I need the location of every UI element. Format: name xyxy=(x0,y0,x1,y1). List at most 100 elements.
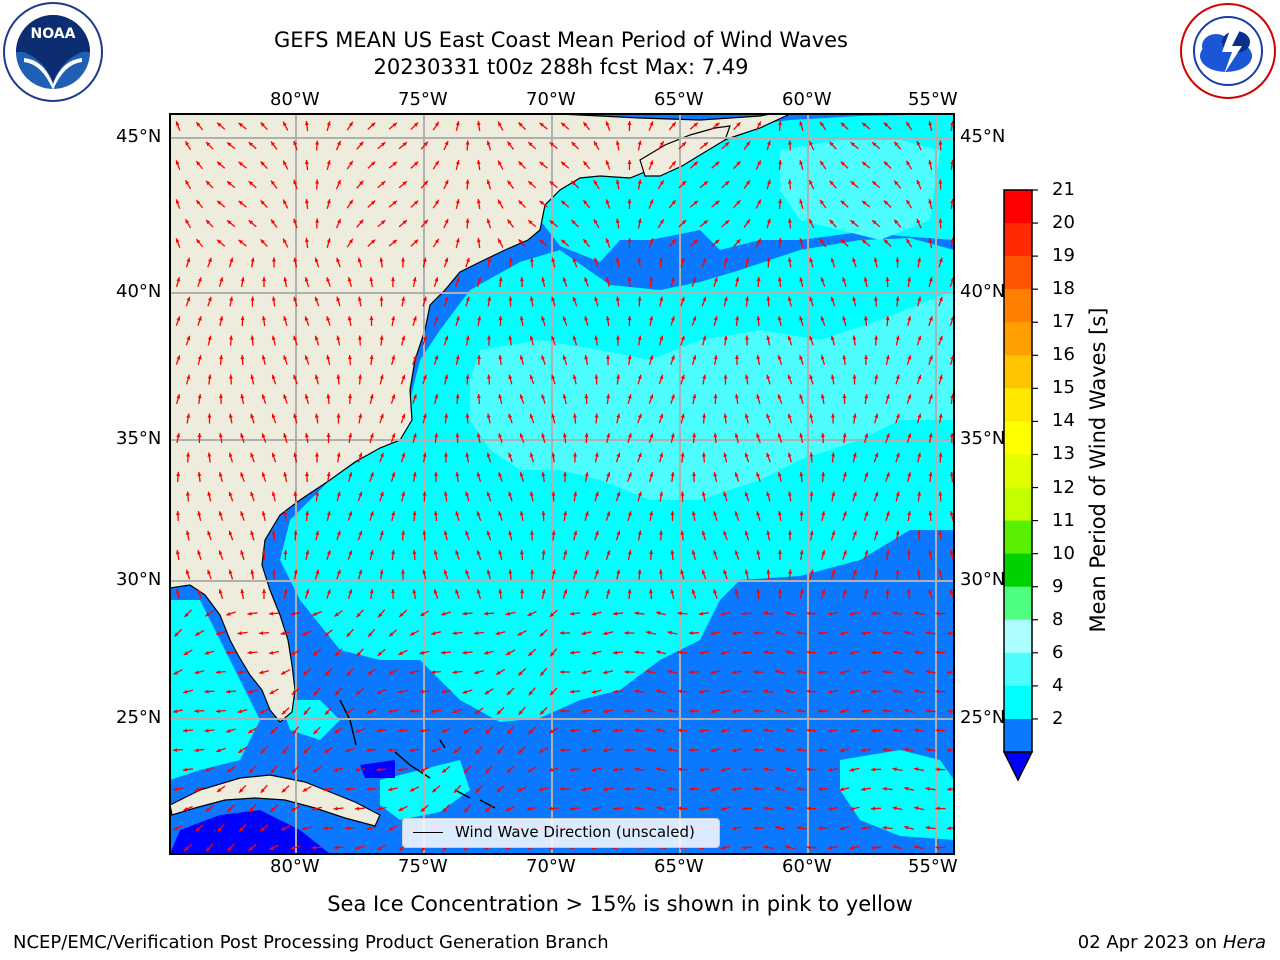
wave-arrow-head xyxy=(347,355,352,360)
wave-arrow-head xyxy=(431,670,436,675)
wave-arrow-head xyxy=(637,179,642,184)
wave-arrow-head xyxy=(787,218,792,223)
wave-arrow-head xyxy=(777,316,782,321)
wave-arrow-head xyxy=(713,433,718,438)
wave-arrow-head xyxy=(399,846,404,851)
wave-arrow-head xyxy=(818,826,823,831)
lon-label-top: 80°W xyxy=(270,89,320,110)
wave-arrow-head xyxy=(402,181,407,186)
wave-arrow-head xyxy=(885,316,890,321)
wave-arrow-head xyxy=(775,630,780,635)
wave-arrow-head xyxy=(594,180,598,185)
wave-arrow-head xyxy=(433,589,438,594)
wave-arrow-head xyxy=(585,550,589,555)
wave-arrow-head xyxy=(935,728,940,733)
wave-arrow-head xyxy=(861,748,866,753)
wave-arrow-head xyxy=(271,219,275,224)
wave-arrow-head xyxy=(935,611,940,616)
wave-arrow-head xyxy=(422,491,427,496)
wave-arrow-head xyxy=(388,826,394,831)
wave-arrow-head xyxy=(615,140,620,145)
wave-arrow-head xyxy=(818,787,823,792)
wave-arrow-head xyxy=(549,181,554,186)
wave-arrow-head xyxy=(820,199,825,205)
wave-arrow-head xyxy=(720,806,725,811)
wave-arrow-head xyxy=(486,530,491,536)
wave-arrow-head xyxy=(334,729,339,734)
wave-arrow-head xyxy=(476,160,481,165)
wave-arrow-head xyxy=(250,296,255,301)
wave-arrow-head xyxy=(818,709,823,714)
wave-arrow-head xyxy=(584,433,589,438)
wave-arrow-head xyxy=(196,200,201,205)
wave-arrow-head xyxy=(326,355,331,360)
wave-arrow-head xyxy=(184,846,189,851)
wave-arrow-head xyxy=(413,355,417,360)
wave-arrow-head xyxy=(197,316,202,321)
wave-arrow-head xyxy=(734,550,739,555)
wave-arrow-head xyxy=(269,690,275,694)
wave-arrow-head xyxy=(305,550,310,555)
wave-arrow-head xyxy=(186,296,191,302)
wave-arrow-head xyxy=(820,121,825,127)
wave-arrow-head xyxy=(606,589,611,594)
wave-arrow-head xyxy=(914,767,919,772)
wave-arrow-head xyxy=(401,257,405,262)
wave-arrow-head xyxy=(369,277,374,282)
wave-arrow-head xyxy=(465,179,470,184)
lat-label-right: 40°N xyxy=(960,281,1006,302)
wave-arrow-head xyxy=(787,335,792,341)
wave-arrow-head xyxy=(261,550,266,555)
wave-arrow-head xyxy=(312,806,317,811)
wave-arrow-head xyxy=(434,472,438,476)
wave-arrow-head xyxy=(820,394,825,399)
wave-arrow-head xyxy=(670,472,675,477)
wave-arrow-head xyxy=(366,748,371,753)
wave-arrow-head xyxy=(207,491,212,496)
wave-arrow-head xyxy=(434,160,439,166)
wave-arrow-head xyxy=(358,374,363,379)
wave-arrow-head xyxy=(885,511,890,516)
wave-arrow-head xyxy=(584,355,589,360)
wave-arrow-head xyxy=(938,374,943,380)
wave-arrow-head xyxy=(715,161,720,166)
wave-arrow-head xyxy=(680,491,685,496)
wave-arrow-head xyxy=(681,142,687,147)
wave-arrow-head xyxy=(756,550,761,555)
wave-arrow-head xyxy=(313,691,318,696)
wave-arrow-head xyxy=(864,550,869,555)
wave-arrow-head xyxy=(476,433,481,438)
wave-arrow-shaft xyxy=(957,808,967,810)
wave-arrow-head xyxy=(401,530,406,535)
wave-arrow-head xyxy=(616,335,620,340)
wave-arrow-head xyxy=(777,433,782,438)
wave-arrow-head xyxy=(260,161,265,166)
wave-arrow-head xyxy=(670,394,675,399)
wave-arrow-head xyxy=(369,394,374,399)
wave-arrow-head xyxy=(594,413,599,418)
wave-arrow-head xyxy=(659,491,664,496)
wave-arrow-head xyxy=(624,748,629,752)
wave-arrow-head xyxy=(197,589,201,594)
wave-arrow-head xyxy=(519,355,524,360)
wave-arrow-head xyxy=(507,141,512,146)
wave-arrow-head xyxy=(346,710,351,714)
wave-arrow-head xyxy=(659,335,664,341)
colorbar-segment xyxy=(1004,421,1032,455)
wave-arrow-head xyxy=(572,296,577,302)
wave-arrow-head xyxy=(871,845,876,850)
wave-arrow-shaft xyxy=(961,336,964,346)
wave-arrow-head xyxy=(229,257,234,263)
wave-arrow-head xyxy=(882,708,887,713)
wave-arrow-head xyxy=(713,277,718,282)
wave-arrow-head xyxy=(659,374,664,380)
wave-arrow-head xyxy=(485,729,490,735)
map-body xyxy=(170,114,967,854)
wave-arrow-head xyxy=(462,689,468,694)
wave-arrow-head xyxy=(398,807,403,811)
wave-arrow-head xyxy=(388,670,393,675)
wave-arrow-head xyxy=(935,689,940,694)
wave-arrow-head xyxy=(186,452,190,457)
wave-arrow-head xyxy=(634,767,639,772)
wave-arrow-head xyxy=(892,650,897,655)
